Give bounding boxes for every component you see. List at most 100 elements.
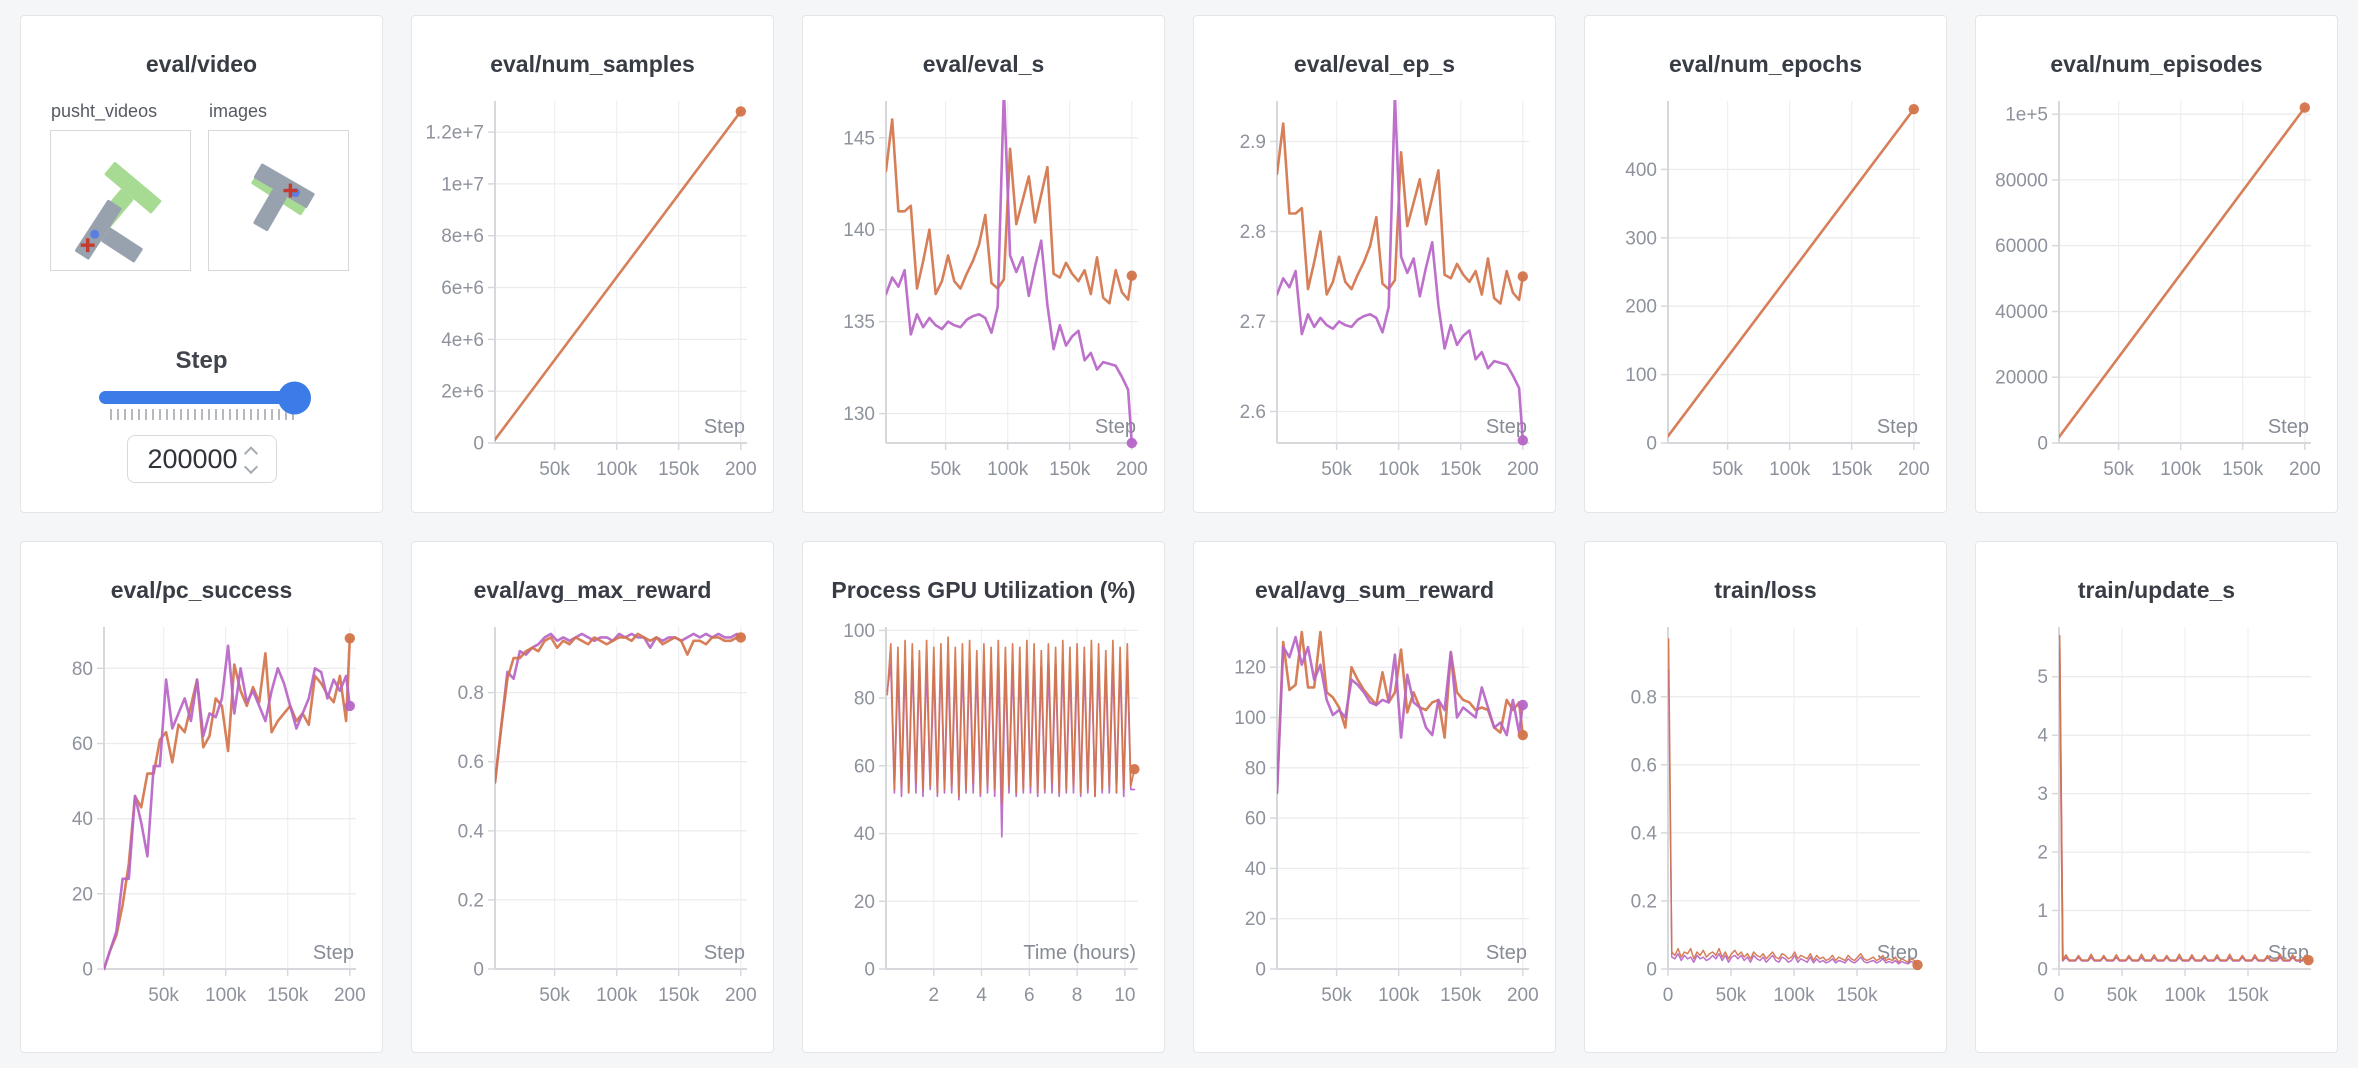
svg-text:8e+6: 8e+6 [441,226,484,247]
chart-title: eval/num_epochs [1668,51,1863,77]
svg-text:Time (hours): Time (hours) [1023,942,1136,964]
svg-text:0.2: 0.2 [457,890,483,911]
media-row: pusht_videos [21,101,382,271]
svg-text:4: 4 [976,985,987,1006]
svg-text:200: 200 [1625,297,1657,318]
svg-text:Step: Step [1876,942,1917,964]
svg-text:Step: Step [1094,416,1135,438]
svg-text:40: 40 [71,809,92,830]
goal-cross-icon [80,238,95,253]
svg-text:0.4: 0.4 [457,821,484,842]
chart-eval-avg-max-reward[interactable]: 50k 100k 150k 200 0 0.2 0.4 0.6 0.8 Step [427,615,759,1021]
svg-text:1e+7: 1e+7 [441,174,484,195]
svg-text:150k: 150k [658,459,700,480]
svg-text:200: 200 [333,985,365,1006]
panel-train-update-s[interactable]: train/update_s 0 50k 100k 150k 0 1 2 3 4 5 Step [1975,541,2338,1053]
chart-eval-num-samples[interactable]: 50k 100k 150k 200 0 2e+6 4e+6 6e+6 8e+6 1e+7 1.2e+… [427,89,759,495]
slider-thumb[interactable] [277,381,311,414]
video-thumbnail-images[interactable] [208,130,349,271]
chart-eval-eval-ep-s[interactable]: 50k 100k 150k 200 2.6 2.7 2.8 2.9 Step [1209,89,1541,495]
svg-text:50k: 50k [539,459,570,480]
svg-text:200: 200 [724,459,756,480]
svg-text:80000: 80000 [1995,170,2048,191]
svg-text:0: 0 [2037,434,2048,455]
svg-text:0: 0 [1255,960,1266,981]
chart-eval-eval-s[interactable]: 50k 100k 150k 200 130 135 140 145 Step [818,89,1150,495]
svg-text:40: 40 [1244,859,1265,880]
panel-eval-avg-max-reward[interactable]: eval/avg_max_reward 50k 100k 150k 200 0 0.2 0.… [411,541,774,1053]
panel-eval-num-epochs[interactable]: eval/num_epochs 50k 100k 150k 200 0 100 200 300… [1584,15,1947,513]
svg-text:100k: 100k [1773,985,1815,1006]
chart-train-loss[interactable]: 0 50k 100k 150k 0 0.2 0.4 0.6 0.8 Step [1600,615,1932,1021]
svg-text:20000: 20000 [1995,368,2048,389]
svg-text:300: 300 [1625,228,1657,249]
svg-text:5: 5 [2037,667,2048,688]
panel-eval-num-episodes[interactable]: eval/num_episodes 50k 100k 150k 200 0 20000 40… [1975,15,2338,513]
svg-text:150k: 150k [658,985,700,1006]
chart-eval-num-episodes[interactable]: 50k 100k 150k 200 0 20000 40000 60000 80000 1e+5 S… [1991,89,2323,495]
svg-text:0: 0 [864,960,875,981]
svg-text:2.8: 2.8 [1239,222,1265,243]
panel-eval-avg-sum-reward[interactable]: eval/avg_sum_reward 50k 100k 150k 200 0 20 40 6… [1193,541,1556,1053]
panel-gpu-utilization[interactable]: Process GPU Utilization (%) 2 4 6 8 10 0 20 40 6… [802,541,1165,1053]
panel-eval-eval-ep-s[interactable]: eval/eval_ep_s 50k 100k 150k 200 2.6 2.7 2.8 2.… [1193,15,1556,513]
svg-text:200: 200 [724,985,756,1006]
svg-text:140: 140 [843,220,875,241]
chart-eval-num-epochs[interactable]: 50k 100k 150k 200 0 100 200 300 400 Step [1600,89,1932,495]
step-input[interactable]: 200000 [126,435,277,483]
images-scene-image [251,163,315,232]
svg-text:4: 4 [2037,726,2048,747]
svg-text:2e+6: 2e+6 [441,382,484,403]
svg-text:60: 60 [71,734,92,755]
chart-title: eval/num_episodes [2050,51,2263,77]
step-slider[interactable] [98,381,311,414]
svg-text:1: 1 [2037,901,2048,922]
svg-text:2: 2 [2037,843,2048,864]
svg-text:100k: 100k [596,459,638,480]
svg-text:100k: 100k [1378,459,1420,480]
chart-title: eval/eval_ep_s [1293,51,1456,77]
chart-eval-pc-success[interactable]: 50k 100k 150k 200 0 20 40 60 80 Step [36,615,368,1021]
pusht-scene-image [75,162,162,263]
svg-text:0.8: 0.8 [1630,687,1656,708]
chevron-down-icon[interactable] [243,459,258,474]
svg-text:Step: Step [1485,942,1526,964]
panel-train-loss[interactable]: train/loss 0 50k 100k 150k 0 0.2 0.4 0.6 0.8 Step [1584,541,1947,1053]
svg-text:150k: 150k [1836,985,1878,1006]
slider-track[interactable] [98,381,311,414]
chart-title: eval/avg_sum_reward [1254,577,1495,603]
svg-text:0.8: 0.8 [457,683,483,704]
chevron-up-icon[interactable] [243,445,258,460]
svg-text:100k: 100k [2160,459,2202,480]
video-thumbnail-pusht[interactable] [50,130,191,271]
stepper-arrows[interactable] [243,445,258,474]
panel-eval-pc-success[interactable]: eval/pc_success 50k 100k 150k 200 0 20 40 60 80 S… [20,541,383,1053]
svg-text:150k: 150k [1440,459,1482,480]
svg-text:100: 100 [1234,708,1266,729]
media-label: images [209,101,268,121]
chart-title: eval/pc_success [110,577,293,603]
svg-text:145: 145 [843,128,875,149]
panel-eval-video[interactable]: eval/video pusht_videos [20,15,383,513]
chart-title: train/update_s [2077,577,2236,603]
svg-text:50k: 50k [930,459,961,480]
panel-eval-eval-s[interactable]: eval/eval_s 50k 100k 150k 200 130 135 140 145 St… [802,15,1165,513]
panel-eval-num-samples[interactable]: eval/num_samples 50k 100k 150k 200 0 2e+6 4e+6… [411,15,774,513]
chart-eval-avg-sum-reward[interactable]: 50k 100k 150k 200 0 20 40 60 80 100 120 Step [1209,615,1541,1021]
svg-text:200: 200 [1506,985,1538,1006]
svg-text:0: 0 [473,434,484,455]
svg-text:200: 200 [1506,459,1538,480]
svg-text:50k: 50k [1715,985,1746,1006]
svg-text:0: 0 [2053,985,2064,1006]
svg-text:Step: Step [312,942,353,964]
svg-text:200: 200 [1115,459,1147,480]
svg-text:50k: 50k [1321,459,1352,480]
svg-text:100: 100 [1625,365,1657,386]
step-value[interactable]: 200000 [147,443,238,474]
svg-text:100: 100 [843,621,875,642]
media-pusht-videos: pusht_videos [50,101,191,271]
svg-text:50k: 50k [2106,985,2137,1006]
